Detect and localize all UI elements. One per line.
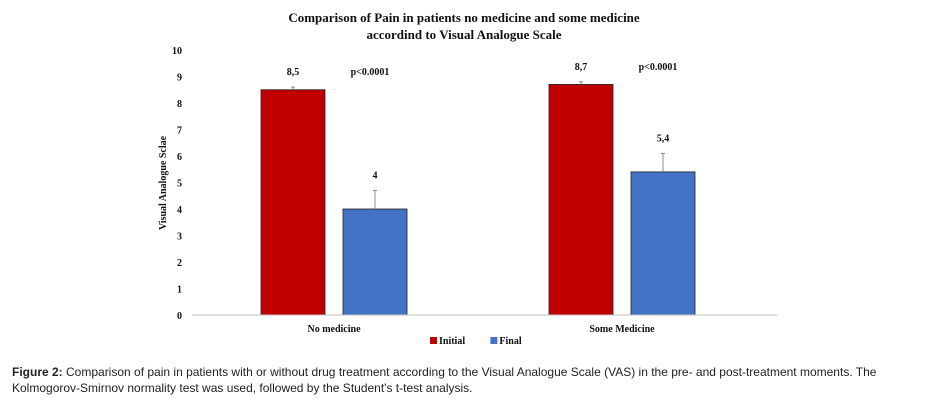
p-value-annotation: p<0.0001 [639,62,678,73]
bar-chart: Comparison of Pain in patients no medici… [158,10,777,347]
bars-group: 8,5 4 p<0.0001 8,7 5,4 p<0.0001 [260,62,696,316]
chart-title-line-2: accordind to Visual Analogue Scale [366,27,561,42]
y-tick-label: 5 [177,179,182,190]
bar-initial [260,89,326,316]
p-value-annotation: p<0.0001 [351,67,390,78]
legend-swatch-final [490,337,498,344]
y-tick-label: 3 [177,232,182,243]
data-label: 8,7 [575,62,588,73]
data-label: 4 [373,170,378,181]
y-tick-label: 0 [177,311,182,322]
y-tick-label: 7 [177,126,182,137]
bar-final [630,171,696,316]
x-axis: No medicine Some Medicine [192,314,777,335]
data-label: 5,4 [657,133,670,144]
y-axis-label: Visual Analogue Sclae [158,135,169,230]
figure-caption: Figure 2: Comparison of pain in patients… [12,364,918,396]
figure-label: Figure 2: [12,365,63,379]
y-tick-label: 10 [172,46,182,57]
bar-final [342,208,408,316]
legend: Initial Final [430,336,522,347]
category-label: Some Medicine [589,324,655,335]
caption-text: Comparison of pain in patients with or w… [12,365,877,395]
y-tick-label: 2 [177,258,182,269]
chart-area: Comparison of Pain in patients no medici… [158,10,777,347]
bar-initial [548,84,614,316]
data-label: 8,5 [287,67,300,78]
legend-swatch-initial [430,337,437,344]
chart-title-line-1: Comparison of Pain in patients no medici… [288,10,640,25]
y-tick-label: 8 [177,99,182,110]
category-label: No medicine [307,324,361,335]
legend-label-initial: Initial [439,336,465,347]
y-axis: 0 1 2 3 4 5 6 7 8 9 10 [172,46,182,322]
y-tick-label: 9 [177,73,182,84]
y-tick-label: 1 [177,285,182,296]
y-tick-label: 6 [177,152,182,163]
legend-label-final: Final [499,336,521,347]
y-tick-label: 4 [177,205,182,216]
